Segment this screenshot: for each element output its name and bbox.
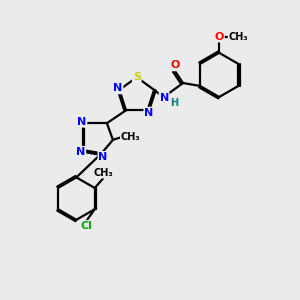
- Text: N: N: [77, 117, 86, 127]
- Text: O: O: [170, 60, 179, 70]
- Text: CH₃: CH₃: [229, 32, 248, 42]
- Text: CH₃: CH₃: [93, 168, 113, 178]
- Text: N: N: [160, 93, 169, 103]
- Text: N: N: [144, 108, 154, 118]
- Text: N: N: [98, 152, 108, 162]
- Text: S: S: [133, 72, 141, 82]
- Text: O: O: [214, 32, 224, 42]
- Text: Cl: Cl: [81, 221, 92, 231]
- Text: N: N: [113, 83, 122, 93]
- Text: H: H: [170, 98, 178, 108]
- Text: N: N: [76, 147, 85, 157]
- Text: CH₃: CH₃: [121, 132, 140, 142]
